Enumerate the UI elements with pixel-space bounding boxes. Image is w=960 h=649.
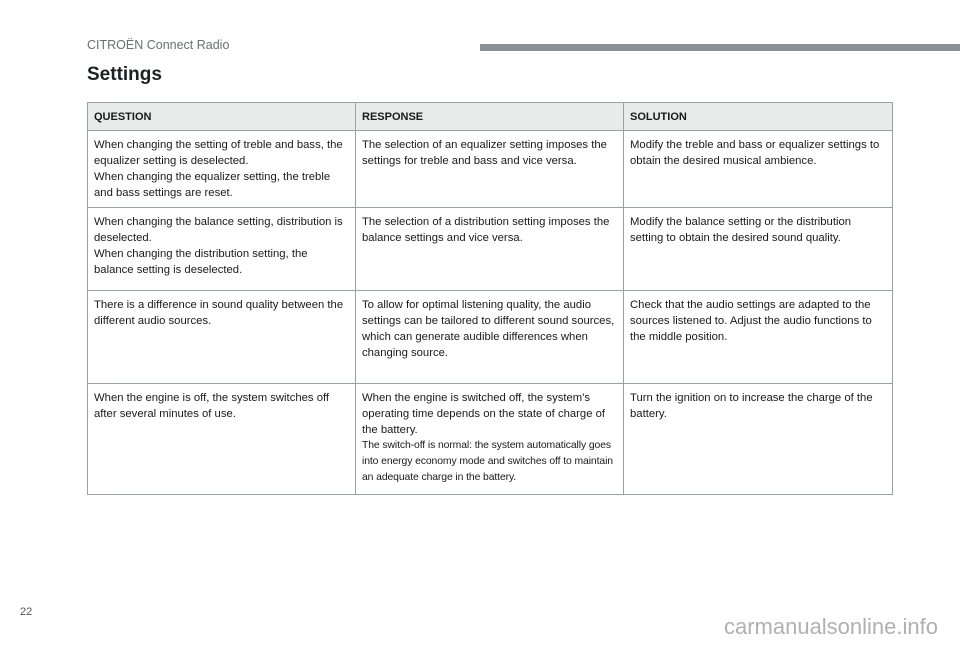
response-cell: When the engine is switched off, the sys… bbox=[355, 383, 624, 495]
response-cell: The selection of a distribution setting … bbox=[355, 207, 624, 291]
solution-cell: Turn the ignition on to increase the cha… bbox=[623, 383, 893, 495]
question-cell: When changing the setting of treble and … bbox=[87, 130, 356, 208]
table-header-row: QUESTION RESPONSE SOLUTION bbox=[87, 102, 893, 131]
table-row: When the engine is off, the system switc… bbox=[87, 383, 893, 495]
column-header-response: RESPONSE bbox=[355, 102, 624, 131]
question-cell: When the engine is off, the system switc… bbox=[87, 383, 356, 495]
cell-text: The selection of a distribution setting … bbox=[362, 216, 610, 244]
question-cell: When changing the balance setting, distr… bbox=[87, 207, 356, 291]
response-cell: To allow for optimal listening quality, … bbox=[355, 290, 624, 384]
cell-text: There is a difference in sound quality b… bbox=[94, 299, 344, 327]
column-header-question: QUESTION bbox=[87, 102, 356, 131]
watermark: carmanualsonline.info bbox=[723, 614, 938, 639]
solution-cell: Check that the audio settings are adapte… bbox=[623, 290, 893, 384]
cell-text: To allow for optimal listening quality, … bbox=[362, 299, 615, 359]
cell-text: The selection of an equalizer setting im… bbox=[362, 139, 607, 167]
cell-text: Modify the balance setting or the distri… bbox=[630, 216, 852, 244]
cell-text: When the engine is off, the system switc… bbox=[94, 392, 330, 420]
page-number: 22 bbox=[20, 606, 33, 618]
cell-text: When changing the balance setting, distr… bbox=[94, 216, 343, 244]
table-row: When changing the balance setting, distr… bbox=[87, 207, 893, 291]
table-row: When changing the setting of treble and … bbox=[87, 130, 893, 208]
cell-text: Modify the treble and bass or equalizer … bbox=[630, 139, 880, 167]
table-row: There is a difference in sound quality b… bbox=[87, 290, 893, 384]
response-cell: The selection of an equalizer setting im… bbox=[355, 130, 624, 208]
brand-header: CITROËN Connect Radio bbox=[87, 38, 230, 52]
cell-text: When changing the setting of treble and … bbox=[94, 139, 343, 167]
cell-text: When changing the distribution setting, … bbox=[94, 248, 308, 276]
cell-text: When changing the equalizer setting, the… bbox=[94, 171, 331, 199]
question-cell: There is a difference in sound quality b… bbox=[87, 290, 356, 384]
settings-table: QUESTION RESPONSE SOLUTION When changing… bbox=[87, 102, 893, 495]
page-title: Settings bbox=[87, 64, 162, 85]
header-bar bbox=[480, 44, 960, 51]
solution-cell: Modify the balance setting or the distri… bbox=[623, 207, 893, 291]
cell-text: The switch-off is normal: the system aut… bbox=[362, 440, 613, 483]
cell-text: When the engine is switched off, the sys… bbox=[362, 392, 606, 436]
cell-text: Check that the audio settings are adapte… bbox=[630, 299, 872, 343]
column-header-solution: SOLUTION bbox=[623, 102, 893, 131]
cell-text: Turn the ignition on to increase the cha… bbox=[630, 392, 873, 420]
solution-cell: Modify the treble and bass or equalizer … bbox=[623, 130, 893, 208]
